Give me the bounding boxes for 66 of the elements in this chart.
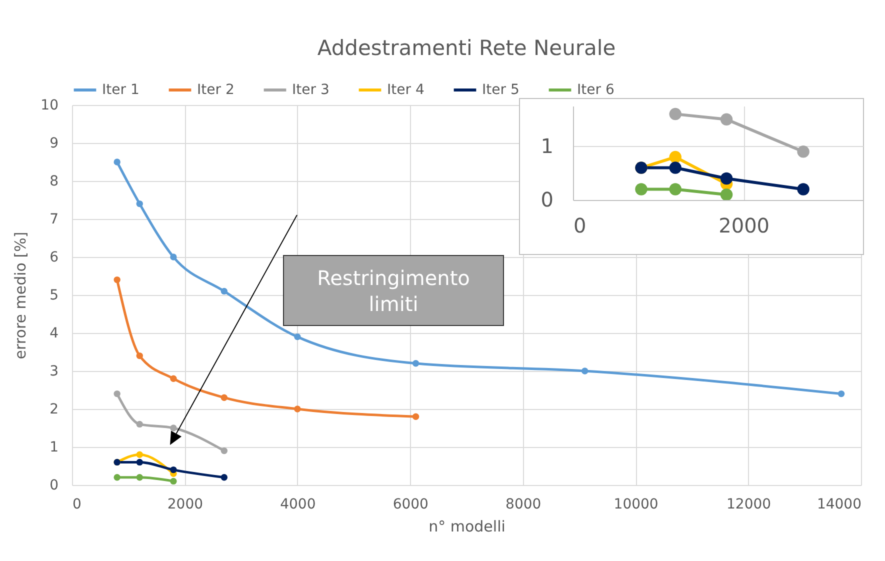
point <box>669 162 682 174</box>
y-tick-label: 3 <box>50 364 58 380</box>
point <box>220 394 228 401</box>
point <box>136 474 143 481</box>
point <box>170 466 177 474</box>
point <box>136 458 143 466</box>
point <box>669 183 682 196</box>
point <box>797 183 810 196</box>
y-tick-label: 10 <box>40 98 58 114</box>
point <box>720 113 733 126</box>
x-tick-label: 2000 <box>167 496 204 512</box>
y-tick-label: 2 <box>50 402 58 418</box>
chart-title: Addestramenti Rete Neurale <box>317 36 616 60</box>
legend-label: Iter 5 <box>482 82 520 98</box>
point <box>294 333 301 340</box>
point <box>114 474 120 481</box>
point <box>220 288 228 295</box>
point <box>220 474 228 481</box>
text-box: Restringimento limiti <box>283 255 504 326</box>
point <box>170 424 177 432</box>
point <box>136 451 143 458</box>
point <box>114 158 120 166</box>
y-tick-label: 5 <box>50 288 58 304</box>
x-tick-label: 12000 <box>726 496 772 512</box>
point <box>669 108 682 120</box>
x-tick-label: 6000 <box>392 496 428 512</box>
point <box>170 478 177 485</box>
point <box>635 183 648 196</box>
y-tick-label: 6 <box>50 250 59 266</box>
x-tick-label: 14000 <box>816 496 862 512</box>
point <box>170 254 177 260</box>
x-axis-title: n° modelli <box>428 518 506 536</box>
legend-label: Iter 4 <box>387 82 424 98</box>
point <box>720 172 733 185</box>
point <box>412 360 420 367</box>
legend-label: Iter 3 <box>292 82 330 98</box>
point <box>136 420 143 428</box>
point <box>136 352 143 360</box>
point <box>220 447 228 454</box>
y-tick-label: 4 <box>50 326 59 342</box>
y-tick-label: 1 <box>540 134 554 158</box>
legend-label: Iter 2 <box>197 82 234 98</box>
legend-label: Iter 1 <box>102 82 140 98</box>
x-tick-label: 2000 <box>718 214 770 238</box>
point <box>797 146 810 158</box>
point <box>136 200 143 208</box>
y-tick-label: 7 <box>50 212 58 228</box>
point <box>114 276 120 284</box>
y-tick-label: 0 <box>50 478 58 494</box>
x-tick-label: 10000 <box>614 496 658 512</box>
point <box>294 406 301 412</box>
y-axis-title: errore medio [%] <box>12 232 30 360</box>
point <box>720 188 733 200</box>
x-tick-label: 8000 <box>506 496 542 512</box>
point <box>170 375 177 382</box>
y-tick-label: 9 <box>50 136 58 152</box>
point <box>838 390 845 398</box>
point <box>581 368 588 374</box>
point <box>412 413 420 420</box>
y-tick-label: 8 <box>50 174 58 190</box>
x-tick-label: 0 <box>72 496 82 512</box>
point <box>114 390 120 398</box>
legend-label: Iter 6 <box>577 82 614 98</box>
point <box>669 150 682 164</box>
y-tick-label: 1 <box>50 440 58 456</box>
x-tick-label: 4000 <box>280 496 316 512</box>
